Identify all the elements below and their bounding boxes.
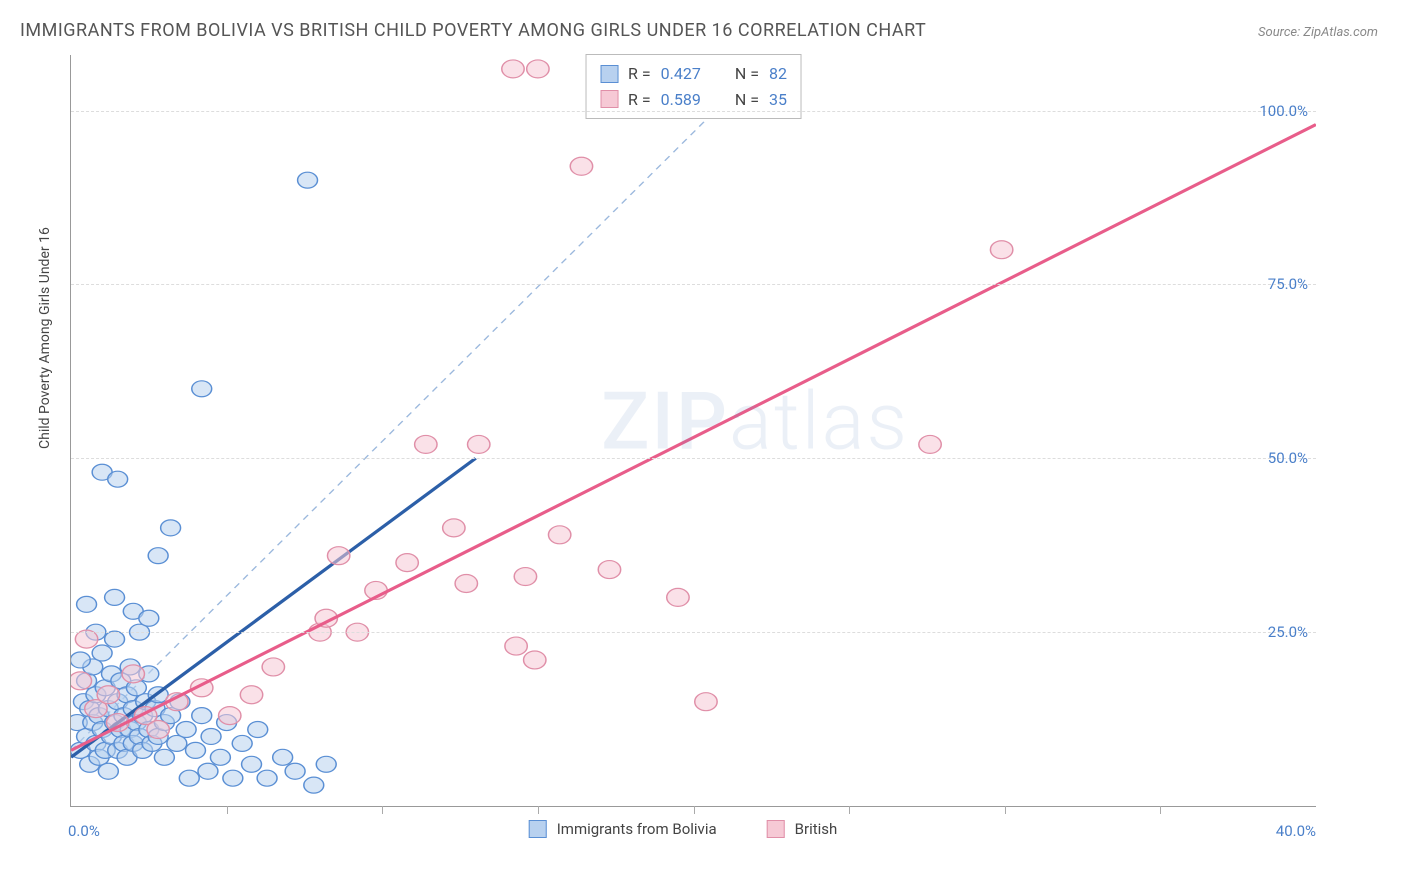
british-point — [240, 686, 262, 704]
bolivia-point — [232, 735, 252, 751]
bolivia-point — [192, 381, 212, 397]
chart-svg — [71, 55, 1316, 806]
bolivia-point — [139, 610, 159, 626]
british-point — [219, 707, 241, 725]
bolivia-point — [98, 763, 118, 779]
legend-swatch-british — [767, 820, 785, 838]
gridline-h — [71, 632, 1316, 633]
legend-item-bolivia: Immigrants from Bolivia — [529, 820, 717, 838]
r-label: R = — [628, 61, 651, 87]
british-point — [570, 157, 592, 175]
british-n-value: 35 — [769, 87, 787, 113]
british-point — [514, 568, 536, 586]
bolivia-point — [154, 749, 174, 765]
stats-box: R = 0.427 N = 82 R = 0.589 N = 35 — [585, 54, 802, 119]
british-point — [262, 658, 284, 676]
y-tick-label: 50.0% — [1268, 449, 1308, 467]
y-tick-label: 75.0% — [1268, 275, 1308, 293]
bolivia-point — [316, 756, 336, 772]
bolivia-point — [186, 742, 206, 758]
legend-label-bolivia: Immigrants from Bolivia — [557, 820, 717, 838]
bolivia-r-value: 0.427 — [661, 61, 701, 87]
gridline-h — [71, 111, 1316, 112]
chart-title: IMMIGRANTS FROM BOLIVIA VS BRITISH CHILD… — [20, 20, 926, 41]
r-label-2: R = — [628, 87, 651, 113]
plot-region: ZIPatlas R = 0.427 N = 82 R = 0.589 N = … — [70, 55, 1316, 807]
bolivia-point — [304, 777, 324, 793]
british-point — [122, 665, 144, 683]
legend-swatch-bolivia — [529, 820, 547, 838]
british-point — [415, 435, 437, 453]
y-tick-label: 25.0% — [1268, 623, 1308, 641]
bolivia-point — [242, 756, 262, 772]
x-minor-tick — [227, 806, 228, 814]
x-minor-tick — [382, 806, 383, 814]
gridline-h — [71, 284, 1316, 285]
bolivia-point — [198, 763, 218, 779]
bolivia-point — [248, 722, 268, 738]
y-tick-label: 100.0% — [1259, 102, 1308, 120]
british-point — [667, 588, 689, 606]
bolivia-point — [105, 589, 125, 605]
british-point — [455, 574, 477, 592]
british-point — [71, 672, 92, 690]
stats-row-british: R = 0.589 N = 35 — [600, 87, 787, 113]
bolivia-point — [176, 722, 196, 738]
bolivia-point — [92, 645, 112, 661]
swatch-bolivia — [600, 65, 618, 83]
bolivia-point — [77, 596, 97, 612]
x-minor-tick — [849, 806, 850, 814]
source-attribution: Source: ZipAtlas.com — [1258, 25, 1378, 40]
y-axis-label: Child Poverty Among Girls Under 16 — [37, 227, 53, 449]
legend-label-british: British — [795, 820, 838, 838]
bolivia-point — [105, 631, 125, 647]
gridline-h — [71, 458, 1316, 459]
british-point — [505, 637, 527, 655]
legend: Immigrants from Bolivia British — [529, 820, 838, 838]
british-point — [396, 554, 418, 572]
bolivia-point — [257, 770, 277, 786]
x-tick-end: 40.0% — [1276, 822, 1316, 840]
british-fit-line — [71, 125, 1316, 751]
x-minor-tick — [1160, 806, 1161, 814]
bolivia-point — [179, 770, 199, 786]
bolivia-n-value: 82 — [769, 61, 787, 87]
x-minor-tick — [694, 806, 695, 814]
n-label-2: N = — [735, 87, 759, 113]
british-point — [468, 435, 490, 453]
british-point — [97, 686, 119, 704]
british-point — [695, 693, 717, 711]
british-r-value: 0.589 — [661, 87, 701, 113]
x-minor-tick — [1005, 806, 1006, 814]
british-point — [524, 651, 546, 669]
legend-item-british: British — [767, 820, 838, 838]
bolivia-point — [201, 728, 221, 744]
bolivia-point — [298, 172, 318, 188]
x-minor-tick — [538, 806, 539, 814]
british-point — [443, 519, 465, 537]
swatch-british — [600, 90, 618, 108]
british-point — [527, 60, 549, 78]
bolivia-point — [210, 749, 230, 765]
bolivia-point — [223, 770, 243, 786]
bolivia-point — [148, 548, 168, 564]
bolivia-point — [192, 708, 212, 724]
bolivia-point — [71, 652, 90, 668]
chart-area: Child Poverty Among Girls Under 16 ZIPat… — [50, 55, 1316, 842]
british-point — [327, 547, 349, 565]
bolivia-point — [108, 471, 128, 487]
british-point — [502, 60, 524, 78]
stats-row-bolivia: R = 0.427 N = 82 — [600, 61, 787, 87]
british-point — [919, 435, 941, 453]
x-tick-origin: 0.0% — [68, 822, 100, 840]
n-label: N = — [735, 61, 759, 87]
bolivia-point — [273, 749, 293, 765]
bolivia-point — [161, 520, 181, 536]
bolivia-point — [285, 763, 305, 779]
british-point — [147, 721, 169, 739]
british-point — [548, 526, 570, 544]
reference-line — [71, 55, 771, 750]
british-point — [598, 561, 620, 579]
british-point — [990, 241, 1012, 259]
